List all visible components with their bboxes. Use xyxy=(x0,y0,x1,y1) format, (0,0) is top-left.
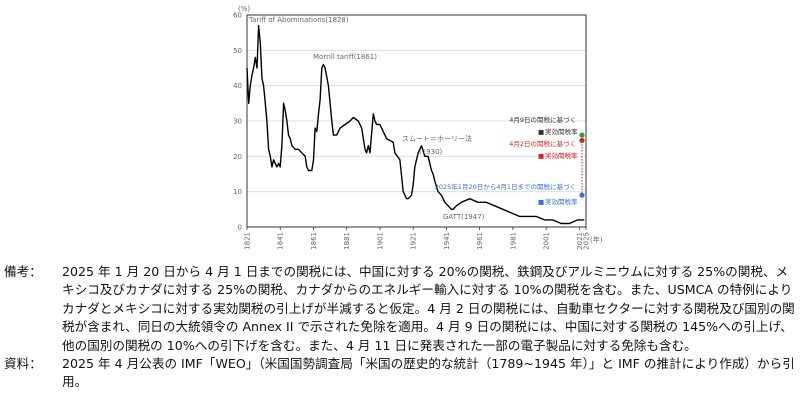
note-remarks: 備考： 2025 年 1 月 20 日から 4 月 1 日までの関税には、中国に… xyxy=(4,263,797,355)
x-tick-label-1841: 1841 xyxy=(277,232,285,250)
annotation-morrill-tariff: Morrill tariff(1861) xyxy=(313,53,377,61)
y-tick-label-10: 10 xyxy=(233,188,242,196)
x-tick-label-1981: 1981 xyxy=(509,232,517,250)
marker-jan20-sublabel: 実効関税率 xyxy=(545,197,578,206)
x-tick-label-1961: 1961 xyxy=(476,232,484,250)
note-source: 資料： 2025 年 4 月公表の IMF「WEO」（米国国勢調査局「米国の歴史… xyxy=(4,355,797,392)
x-tick-label-2001: 2001 xyxy=(543,232,551,250)
x-unit-label: (年) xyxy=(590,235,603,244)
series-line xyxy=(246,24,585,225)
note-source-label: 資料： xyxy=(4,356,42,372)
marker-apr9-label: 4月9日の関税に基づく xyxy=(509,115,576,124)
marker-apr9-sublabel: 実効関税率 xyxy=(545,127,578,136)
marker-apr9-legend-dot: ■ xyxy=(538,128,544,136)
x-tick-label-1901: 1901 xyxy=(376,232,384,250)
tariff-rate-chart: 0 10 20 30 40 50 60 1821 1841 1861 1881 1901 1921 19… xyxy=(233,5,603,250)
marker-apr2-sublabel: 実効関税率 xyxy=(545,151,578,160)
plot-frame xyxy=(246,14,587,228)
marker-apr2-legend-dot: ■ xyxy=(538,152,544,160)
annotation-gatt: GATT(1947) xyxy=(443,213,485,221)
marker-jan20-label: 2025年1月20日から4月1日までの関税に基づく xyxy=(435,182,576,191)
marker-apr2-label: 4月2日の関税に基づく xyxy=(509,139,576,148)
annotation-tariff-of-abominations: Tariff of Abominations(1828) xyxy=(248,16,349,24)
y-tick-label-0: 0 xyxy=(238,224,242,232)
y-tick-label-50: 50 xyxy=(233,47,242,55)
x-tick-label-1921: 1921 xyxy=(410,232,418,250)
annotation-smoot-hawley: スムート＝ホーリー法 xyxy=(402,134,472,143)
marker-apr9-point xyxy=(579,132,585,138)
annotation-smoot-hawley-year: (1930) xyxy=(419,148,443,156)
y-tick-label-30: 30 xyxy=(233,118,242,126)
notes-section: 備考： 2025 年 1 月 20 日から 4 月 1 日までの関税には、中国に… xyxy=(4,263,797,392)
x-tick-label-1861: 1861 xyxy=(310,232,318,250)
y-tick-label-20: 20 xyxy=(233,153,242,161)
note-source-text: 2025 年 4 月公表の IMF「WEO」（米国国勢調査局「米国の歴史的な統計… xyxy=(62,356,795,390)
y-unit-label: (%) xyxy=(238,5,250,13)
marker-jan20-legend-dot: ■ xyxy=(538,198,544,206)
y-tick-label-40: 40 xyxy=(233,82,242,90)
note-remarks-label: 備考： xyxy=(4,264,42,279)
y-axis: 0 10 20 30 40 50 60 xyxy=(233,12,242,232)
note-remarks-text: 2025 年 1 月 20 日から 4 月 1 日までの関税には、中国に対する … xyxy=(62,264,795,353)
marker-apr2-point xyxy=(579,137,585,144)
marker-jan20-point xyxy=(579,192,585,198)
x-tick-label-1941: 1941 xyxy=(443,232,451,250)
y-tick-label-60: 60 xyxy=(233,12,242,20)
x-tick-label-1881: 1881 xyxy=(343,232,351,250)
x-axis: 1821 1841 1861 1881 1901 1921 1941 1961 1981 2001… xyxy=(244,227,591,250)
x-tick-label-2025: 2025 xyxy=(583,232,591,250)
x-tick-label-2021: 2021 xyxy=(576,232,584,250)
grid-lines xyxy=(247,49,586,193)
x-tick-label-1821: 1821 xyxy=(244,232,252,250)
